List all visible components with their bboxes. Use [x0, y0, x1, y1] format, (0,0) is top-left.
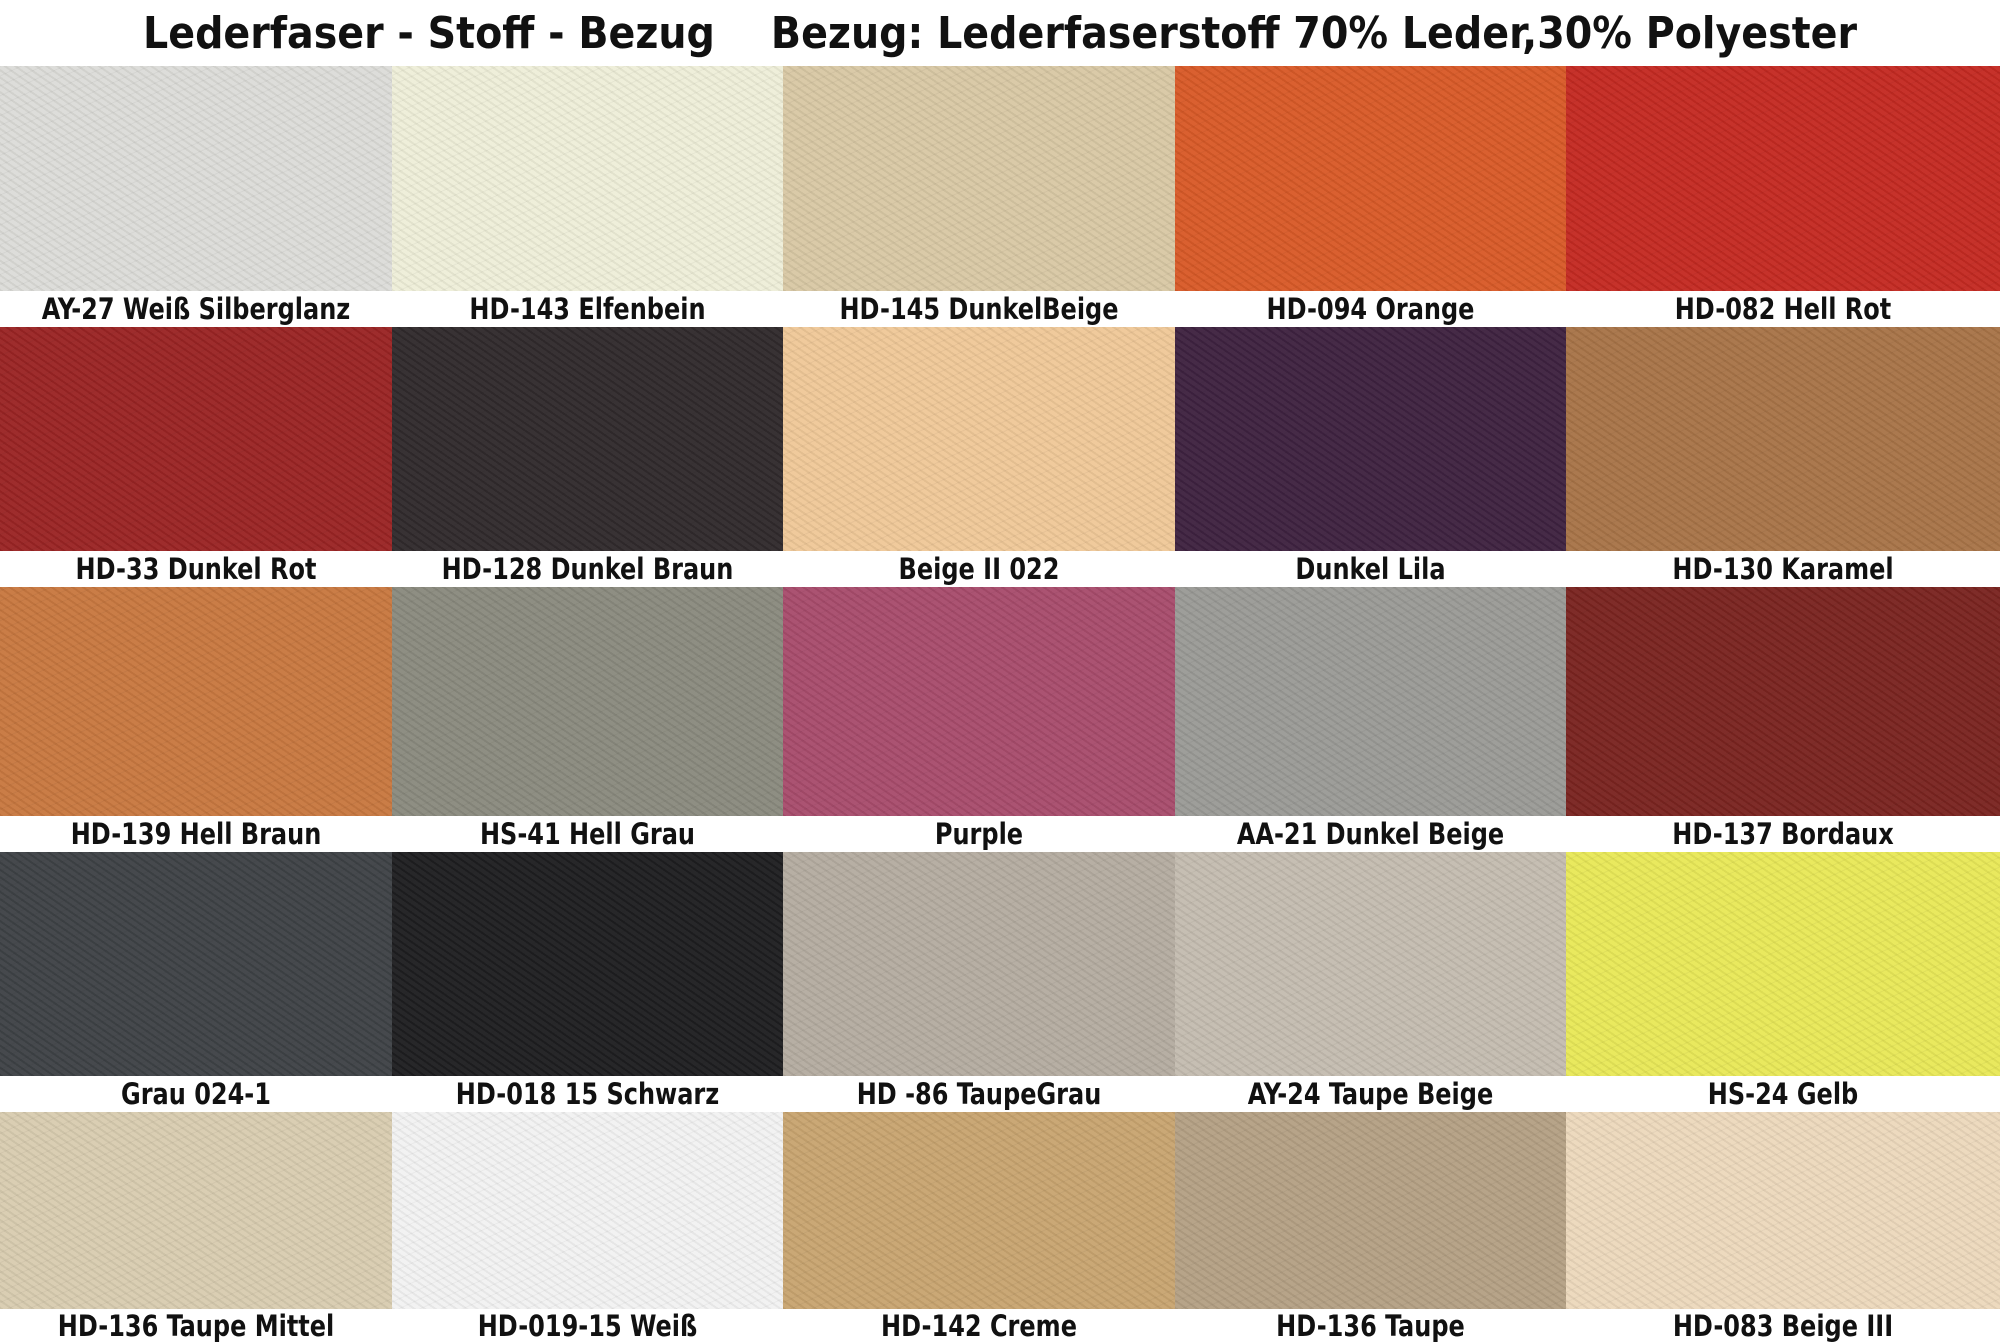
swatch-card: Purple — [783, 587, 1175, 852]
swatch-label: HD-082 Hell Rot — [1674, 292, 1892, 326]
swatch-label: Purple — [934, 817, 1024, 851]
color-swatch — [392, 327, 783, 551]
color-swatch — [1566, 1112, 2000, 1309]
swatch-card: HD-145 DunkelBeige — [783, 66, 1175, 327]
color-swatch — [392, 852, 783, 1076]
swatch-label: HD -86 TaupeGrau — [856, 1077, 1102, 1111]
swatch-card: HD-136 Taupe Mittel — [0, 1112, 392, 1342]
color-swatch — [783, 852, 1175, 1076]
swatch-card: HD-128 Dunkel Braun — [392, 327, 783, 587]
swatch-card: HS-41 Hell Grau — [392, 587, 783, 852]
swatch-label: HD-142 Creme — [881, 1308, 1077, 1342]
swatch-label: HD-145 DunkelBeige — [839, 292, 1119, 326]
swatch-card: HS-24 Gelb — [1566, 852, 2000, 1112]
swatch-label: HD-018 15 Schwarz — [455, 1077, 720, 1111]
swatch-card: HD-083 Beige III — [1566, 1112, 2000, 1342]
swatch-card: HD-082 Hell Rot — [1566, 66, 2000, 327]
swatch-label: AY-27 Weiß Silberglanz — [41, 292, 351, 326]
swatch-label: AY-24 Taupe Beige — [1247, 1077, 1494, 1111]
color-swatch — [1175, 66, 1566, 291]
swatch-card: Beige II 022 — [783, 327, 1175, 587]
color-swatch — [1566, 852, 2000, 1076]
color-swatch — [392, 66, 783, 291]
swatch-label: HD-083 Beige III — [1672, 1308, 1894, 1342]
swatch-card: HD-33 Dunkel Rot — [0, 327, 392, 587]
swatch-card: AY-27 Weiß Silberglanz — [0, 66, 392, 327]
swatch-card: HD -86 TaupeGrau — [783, 852, 1175, 1112]
swatch-label: Beige II 022 — [898, 552, 1060, 586]
swatch-card: HD-094 Orange — [1175, 66, 1566, 327]
swatch-card: HD-142 Creme — [783, 1112, 1175, 1342]
color-swatch — [1175, 587, 1566, 816]
swatch-card: Grau 024-1 — [0, 852, 392, 1112]
color-swatch — [0, 852, 392, 1076]
color-swatch — [1566, 587, 2000, 816]
color-swatch — [1566, 66, 2000, 291]
color-swatch — [1175, 327, 1566, 551]
color-swatch — [783, 1112, 1175, 1309]
swatch-label: Dunkel Lila — [1295, 552, 1446, 586]
color-swatch — [392, 587, 783, 816]
color-swatch — [1175, 1112, 1566, 1309]
color-swatch — [783, 587, 1175, 816]
swatch-card: HD-019-15 Weiß — [392, 1112, 783, 1342]
swatch-label: Grau 024-1 — [121, 1077, 271, 1111]
color-swatch — [0, 327, 392, 551]
color-swatch — [783, 327, 1175, 551]
swatch-label: HD-137 Bordaux — [1672, 817, 1894, 851]
swatch-label: HD-128 Dunkel Braun — [441, 552, 734, 586]
swatch-card: HD-137 Bordaux — [1566, 587, 2000, 852]
swatch-card: HD-018 15 Schwarz — [392, 852, 783, 1112]
swatch-grid: AY-27 Weiß Silberglanz HD-143 Elfenbein HD… — [0, 66, 2000, 1342]
swatch-label: HD-130 Karamel — [1672, 552, 1894, 586]
swatch-card: HD-143 Elfenbein — [392, 66, 783, 327]
swatch-card: AA-21 Dunkel Beige — [1175, 587, 1566, 852]
color-swatch — [0, 587, 392, 816]
swatch-card: HD-139 Hell Braun — [0, 587, 392, 852]
swatch-label: HD-33 Dunkel Rot — [75, 552, 317, 586]
color-swatch — [1175, 852, 1566, 1076]
color-swatch — [0, 66, 392, 291]
swatch-label: HS-24 Gelb — [1707, 1077, 1859, 1111]
color-swatch — [783, 66, 1175, 291]
swatch-label: HD-143 Elfenbein — [469, 292, 706, 326]
title-left: Lederfaser - Stoff - Bezug — [142, 7, 715, 59]
swatch-label: HD-139 Hell Braun — [70, 817, 322, 851]
swatch-label: HD-136 Taupe Mittel — [57, 1308, 335, 1342]
page-title: Lederfaser - Stoff - Bezug Bezug: Lederf… — [0, 0, 2000, 66]
swatch-label: HD-019-15 Weiß — [477, 1308, 698, 1342]
swatch-card: HD-130 Karamel — [1566, 327, 2000, 587]
swatch-card: HD-136 Taupe — [1175, 1112, 1566, 1342]
swatch-label: HS-41 Hell Grau — [479, 817, 696, 851]
swatch-label: AA-21 Dunkel Beige — [1236, 817, 1505, 851]
swatch-card: AY-24 Taupe Beige — [1175, 852, 1566, 1112]
color-swatch — [392, 1112, 783, 1309]
color-swatch — [0, 1112, 392, 1309]
swatch-label: HD-136 Taupe — [1276, 1308, 1465, 1342]
swatch-card: Dunkel Lila — [1175, 327, 1566, 587]
swatch-label: HD-094 Orange — [1266, 292, 1475, 326]
color-swatch — [1566, 327, 2000, 551]
title-right: Bezug: Lederfaserstoff 70% Leder,30% Pol… — [770, 7, 1858, 59]
